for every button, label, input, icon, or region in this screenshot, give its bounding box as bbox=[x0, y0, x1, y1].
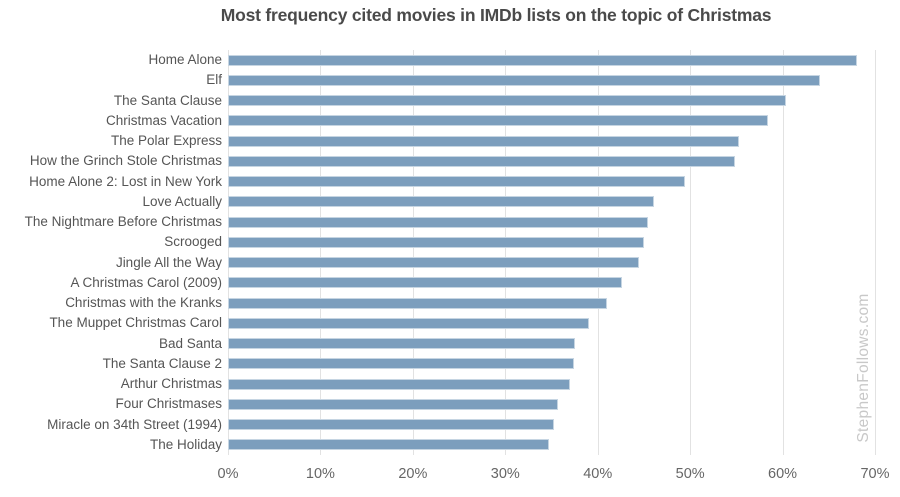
gridline bbox=[412, 50, 414, 455]
category-label: The Santa Clause 2 bbox=[102, 355, 222, 371]
gridline bbox=[782, 50, 784, 455]
x-axis: 0% 10% 20% 30% 40% 50% 60% 70% bbox=[218, 466, 890, 488]
category-label: Four Christmases bbox=[115, 396, 222, 412]
bar bbox=[228, 74, 820, 86]
bar bbox=[228, 216, 648, 228]
x-tick-label: 50% bbox=[675, 466, 705, 482]
category-label: How the Grinch Stole Christmas bbox=[29, 153, 222, 169]
plot-area bbox=[228, 50, 876, 455]
gridline bbox=[690, 50, 692, 455]
category-label: Miracle on 34th Street (1994) bbox=[47, 416, 222, 432]
category-label: Home Alone 2: Lost in New York bbox=[29, 173, 222, 189]
category-label: Christmas with the Kranks bbox=[65, 295, 222, 310]
bar bbox=[228, 196, 655, 208]
bar bbox=[228, 358, 574, 370]
bar bbox=[228, 135, 740, 147]
y-axis-labels: Home Alone Elf The Santa Clause Christmas V… bbox=[10, 50, 222, 455]
category-label: Love Actually bbox=[142, 193, 222, 209]
category-label: Elf bbox=[206, 72, 222, 88]
bar bbox=[228, 257, 640, 269]
x-tick-label: 30% bbox=[490, 466, 520, 482]
bar bbox=[228, 317, 590, 329]
bar bbox=[228, 378, 570, 390]
gridline bbox=[505, 50, 507, 455]
category-label: The Muppet Christmas Carol bbox=[49, 315, 222, 331]
bar bbox=[228, 419, 555, 431]
bar bbox=[228, 297, 607, 309]
bar bbox=[228, 439, 549, 451]
gridline bbox=[228, 50, 229, 455]
watermark: StephenFollows.com bbox=[855, 293, 872, 443]
x-tick-label: 20% bbox=[398, 466, 428, 482]
category-label: The Santa Clause bbox=[113, 92, 222, 108]
category-label: The Holiday bbox=[149, 436, 222, 452]
category-label: Arthur Christmas bbox=[120, 376, 222, 391]
x-tick-label: 0% bbox=[217, 466, 239, 482]
x-tick-label: 60% bbox=[768, 466, 798, 482]
bar bbox=[228, 398, 558, 410]
bar bbox=[228, 176, 685, 188]
bar bbox=[228, 236, 644, 248]
category-label: The Nightmare Before Christmas bbox=[24, 214, 222, 229]
category-label: Jingle All the Way bbox=[115, 254, 222, 270]
category-label: Home Alone bbox=[148, 52, 222, 67]
category-label: The Polar Express bbox=[110, 133, 222, 148]
bar bbox=[228, 338, 575, 350]
x-tick-label: 10% bbox=[305, 466, 335, 482]
category-label: Bad Santa bbox=[158, 335, 222, 351]
category-label: Scrooged bbox=[164, 234, 222, 250]
bar bbox=[228, 95, 787, 107]
gridline bbox=[597, 50, 599, 455]
chart-title: Most frequency cited movies in IMDb list… bbox=[220, 5, 772, 25]
category-label: A Christmas Carol (2009) bbox=[70, 274, 222, 290]
x-tick-label: 40% bbox=[583, 466, 613, 482]
x-tick-label: 70% bbox=[860, 466, 890, 482]
category-label: Christmas Vacation bbox=[105, 112, 222, 128]
gridline bbox=[875, 50, 876, 455]
bar bbox=[228, 155, 735, 167]
bar bbox=[228, 277, 622, 289]
gridline bbox=[320, 50, 322, 455]
bar bbox=[228, 115, 768, 127]
bar bbox=[228, 54, 857, 66]
